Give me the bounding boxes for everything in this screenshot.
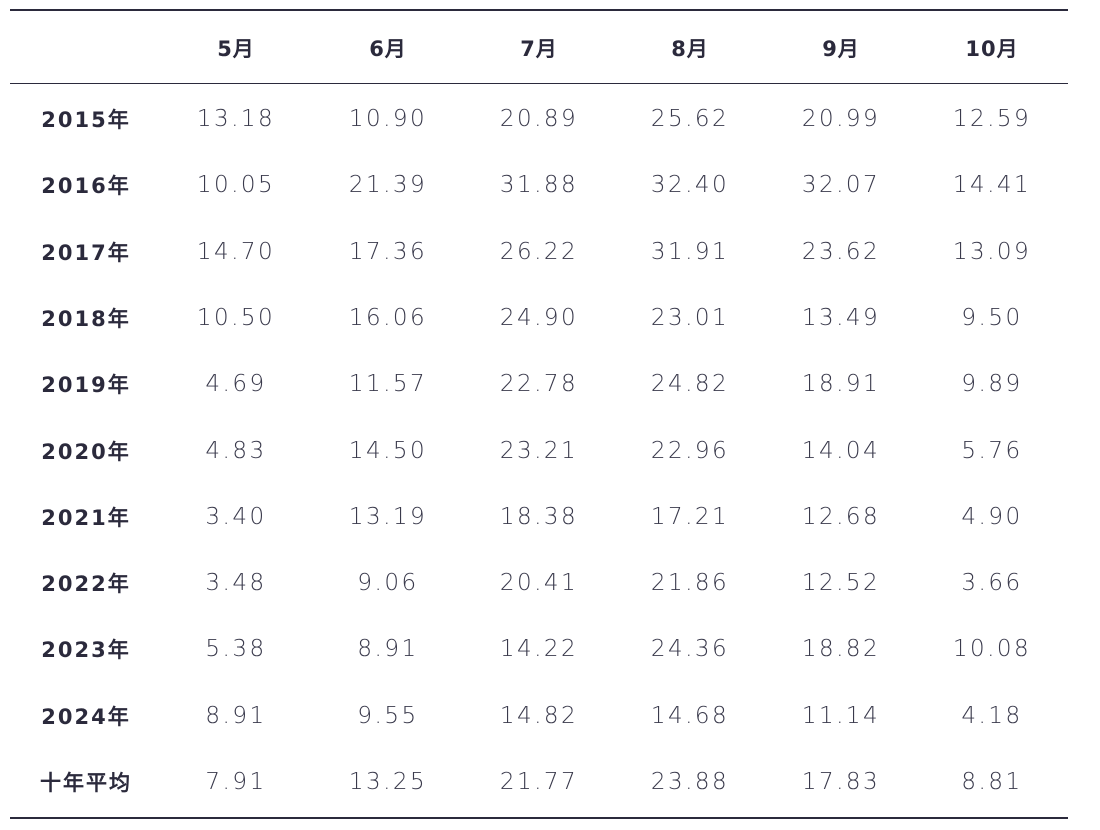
cell-value: 23.88 (650, 769, 730, 795)
cell-value: 26.22 (499, 238, 579, 265)
cell-value: 8.91 (205, 702, 267, 729)
cell-value: 3.66 (961, 570, 1023, 597)
cell-value: 13.09 (952, 238, 1032, 265)
cell-value: 31.91 (650, 238, 730, 265)
cell-value: 9.89 (961, 371, 1023, 398)
cell-value: 13.19 (348, 503, 428, 530)
row-label: 2018年 (41, 306, 131, 331)
row-label: 2022年 (41, 572, 131, 597)
cell-value: 5.38 (205, 636, 267, 663)
bottom-rule (10, 817, 1068, 819)
cell-value: 32.07 (801, 172, 881, 199)
cell-value: 8.81 (961, 769, 1023, 795)
cell-value: 14.50 (348, 437, 428, 464)
column-header: 5月 (217, 37, 255, 61)
cell-value: 3.48 (205, 570, 267, 597)
cell-value: 20.41 (499, 570, 579, 597)
cell-value: 18.82 (801, 636, 881, 663)
cell-value: 13.25 (348, 769, 428, 795)
cell-value: 25.62 (650, 106, 730, 132)
column-header: 7月 (520, 37, 558, 61)
cell-value: 12.59 (952, 106, 1032, 132)
cell-value: 10.05 (196, 172, 276, 199)
cell-value: 7.91 (205, 769, 267, 795)
cell-value: 23.21 (499, 437, 579, 464)
cell-value: 4.69 (205, 371, 267, 398)
column-header: 8月 (671, 37, 709, 61)
row-label: 2019年 (41, 373, 131, 398)
top-rule (10, 9, 1068, 11)
cell-value: 32.40 (650, 172, 730, 199)
cell-value: 17.21 (650, 503, 730, 530)
cell-value: 14.22 (499, 636, 579, 663)
cell-value: 4.18 (961, 702, 1023, 729)
cell-value: 4.90 (961, 503, 1023, 530)
row-label: 2016年 (41, 174, 131, 199)
cell-value: 14.70 (196, 238, 276, 265)
column-header: 10月 (965, 37, 1019, 61)
cell-value: 4.83 (205, 437, 267, 464)
cell-value: 14.82 (499, 702, 579, 729)
cell-value: 14.68 (650, 702, 730, 729)
cell-value: 22.96 (650, 437, 730, 464)
cell-value: 9.50 (961, 304, 1023, 331)
row-label: 2023年 (41, 638, 131, 663)
cell-value: 21.39 (348, 172, 428, 199)
column-header: 6月 (369, 37, 407, 61)
cell-value: 13.18 (196, 106, 276, 132)
cell-value: 16.06 (348, 304, 428, 331)
cell-value: 8.91 (357, 636, 419, 663)
cell-value: 10.90 (348, 106, 428, 132)
row-label: 2015年 (41, 108, 131, 132)
cell-value: 21.77 (499, 769, 579, 795)
cell-value: 12.52 (801, 570, 881, 597)
cell-value: 31.88 (499, 172, 579, 199)
column-header: 9月 (822, 37, 860, 61)
cell-value: 22.78 (499, 371, 579, 398)
row-label: 2021年 (41, 505, 131, 530)
cell-value: 13.49 (801, 304, 881, 331)
row-label: 十年平均 (40, 771, 132, 795)
cell-value: 24.82 (650, 371, 730, 398)
cell-value: 17.83 (801, 769, 881, 795)
cell-value: 10.08 (952, 636, 1032, 663)
cell-value: 12.68 (801, 503, 881, 530)
cell-value: 10.50 (196, 304, 276, 331)
cell-value: 5.76 (961, 437, 1023, 464)
cell-value: 20.89 (499, 106, 579, 132)
cell-value: 14.41 (952, 172, 1032, 199)
cell-value: 21.86 (650, 570, 730, 597)
header-rule (10, 83, 1068, 84)
cell-value: 20.99 (801, 106, 881, 132)
row-label: 2017年 (41, 240, 131, 265)
cell-value: 24.90 (499, 304, 579, 331)
cell-value: 11.14 (801, 702, 881, 729)
cell-value: 23.01 (650, 304, 730, 331)
cell-value: 11.57 (348, 371, 428, 398)
cell-value: 23.62 (801, 238, 881, 265)
cell-value: 14.04 (801, 437, 881, 464)
cell-value: 3.40 (205, 503, 267, 530)
cell-value: 24.36 (650, 636, 730, 663)
cell-value: 18.38 (499, 503, 579, 530)
cell-value: 17.36 (348, 238, 428, 265)
row-label: 2024年 (41, 704, 131, 729)
cell-value: 9.55 (357, 702, 419, 729)
cell-value: 18.91 (801, 371, 881, 398)
cell-value: 9.06 (357, 570, 419, 597)
row-label: 2020年 (41, 439, 131, 464)
